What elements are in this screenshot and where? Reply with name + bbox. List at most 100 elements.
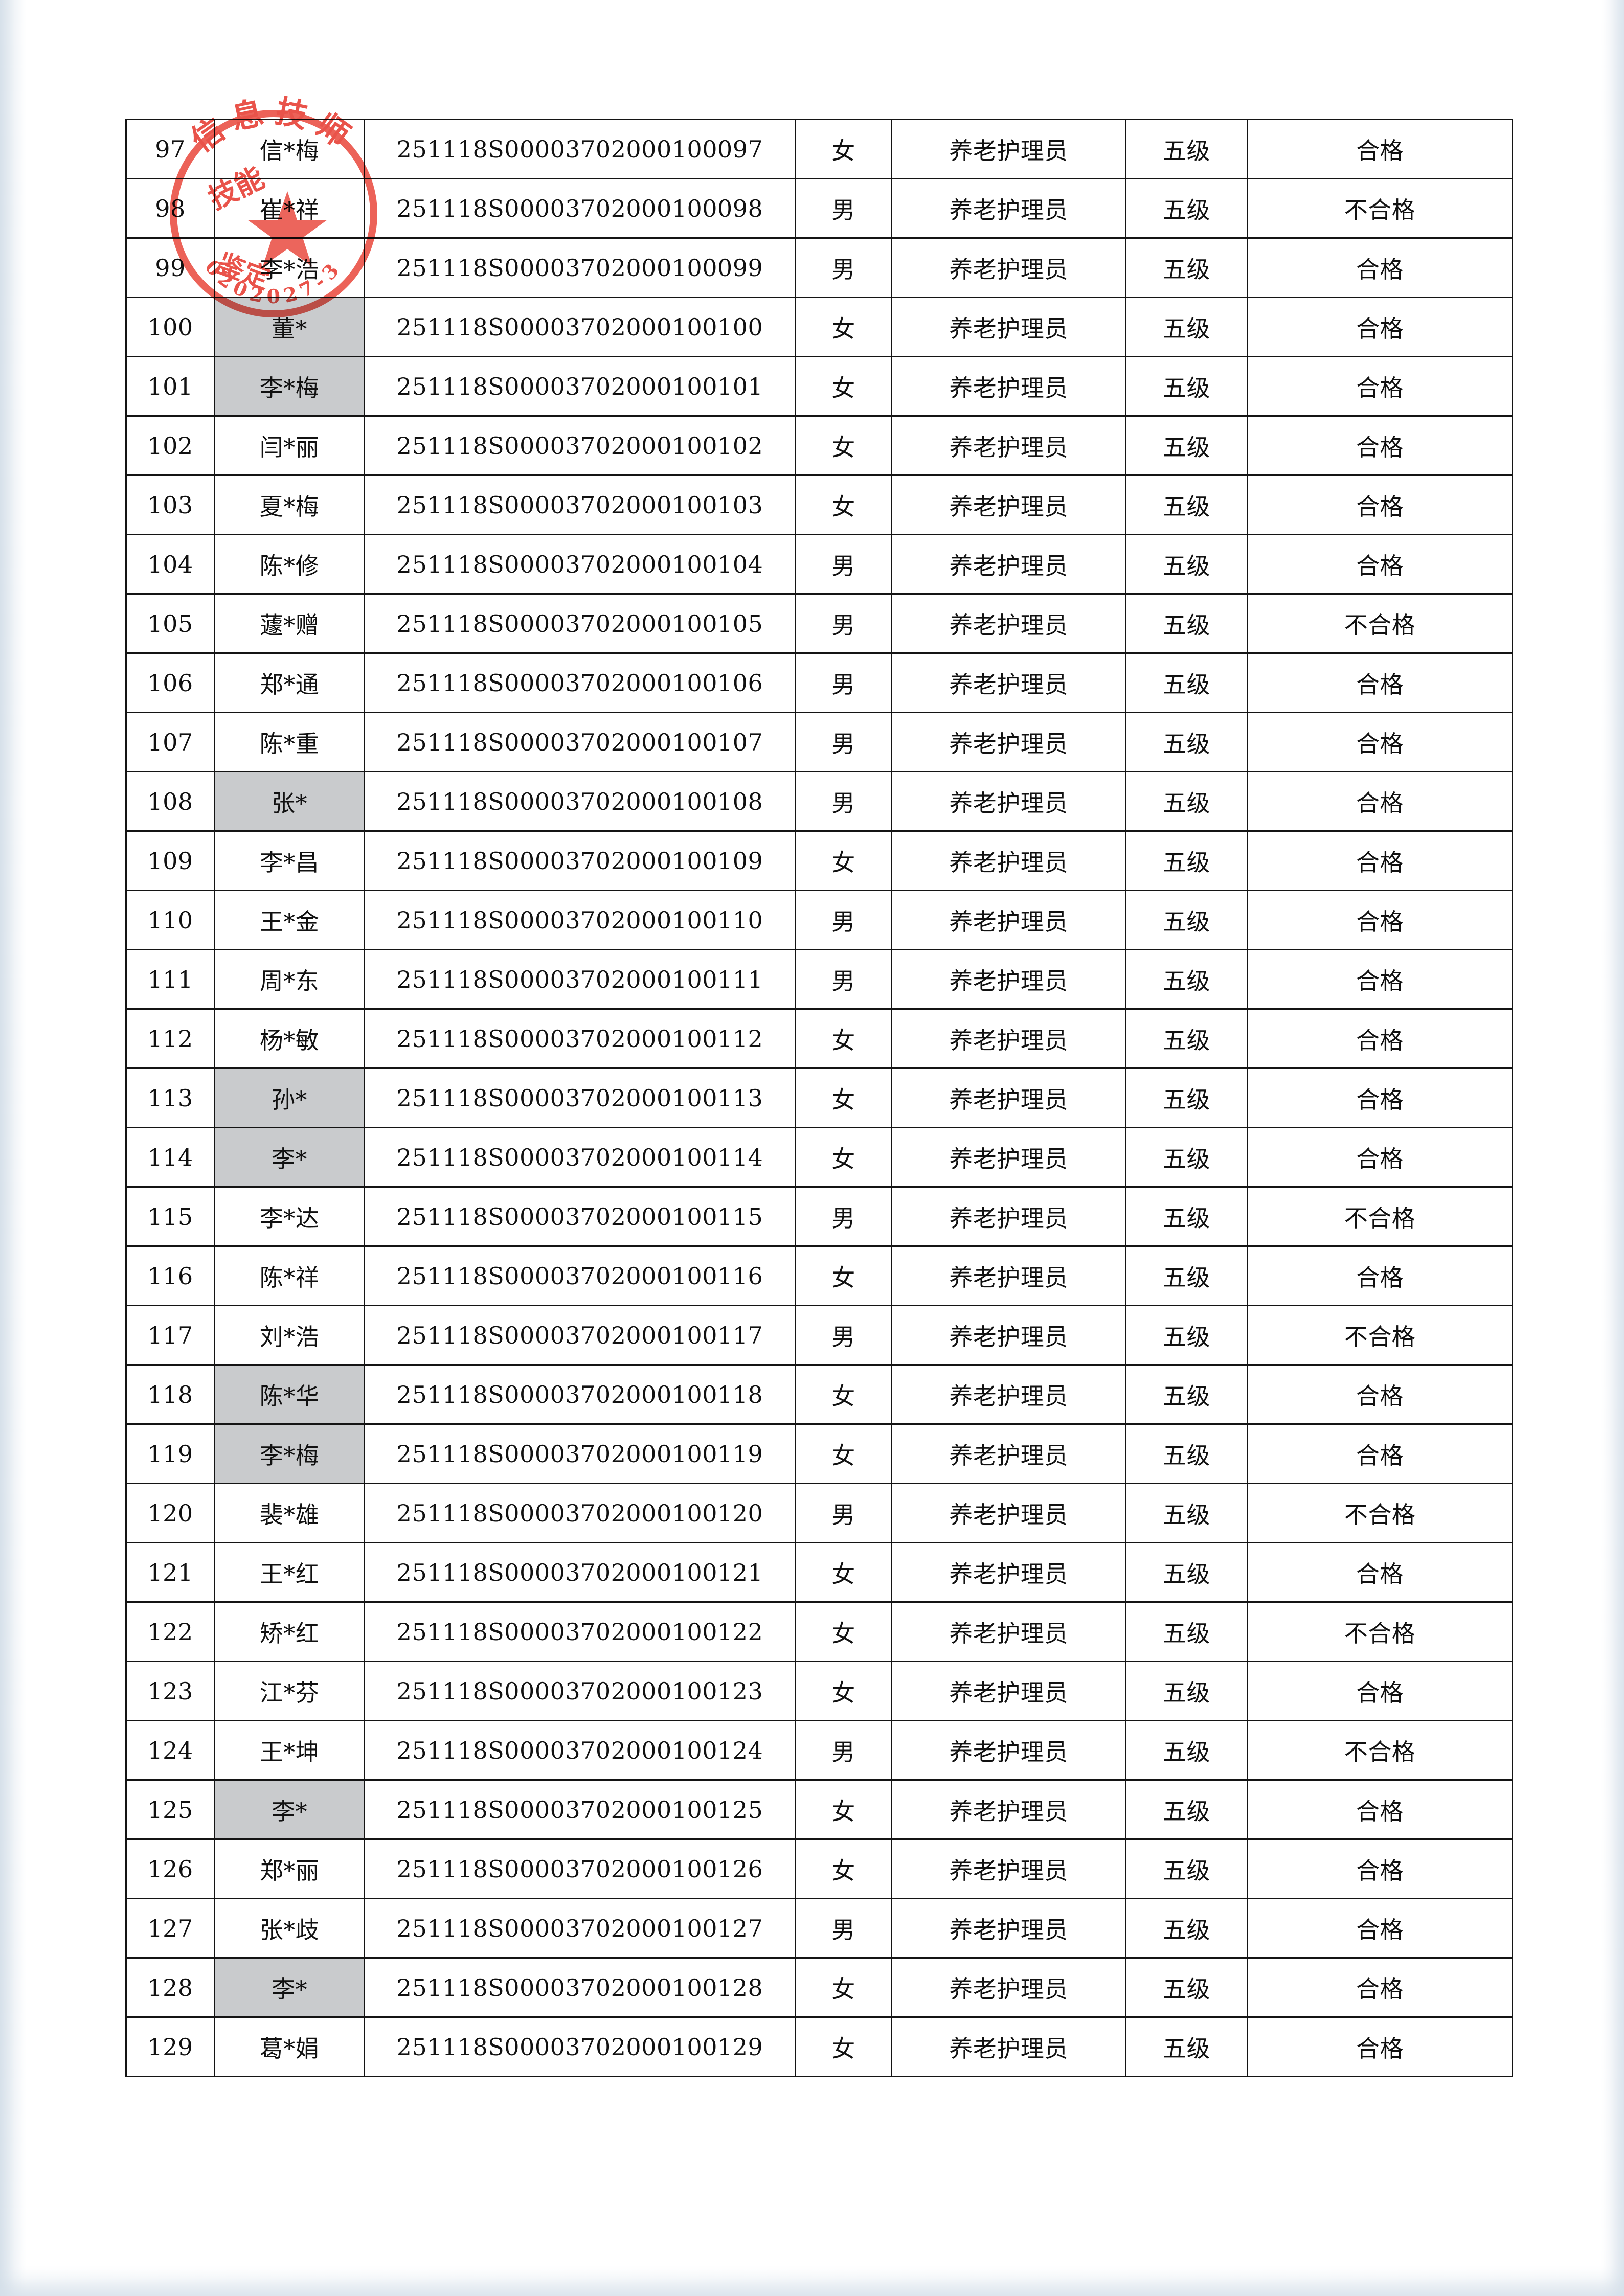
cell-occupation: 养老护理员 (891, 712, 1126, 772)
cell-occupation: 养老护理员 (891, 1483, 1126, 1543)
cell-certificate-id: 251118S00003702000100102 (364, 415, 796, 476)
cell-gender: 男 (795, 949, 892, 1010)
table-row: 102 闫*丽 251118S00003702000100102 女养老护理员 五级 合格 (125, 415, 1513, 476)
cell-gender: 男 (795, 534, 892, 595)
table-row: 123 江*芬 251118S00003702000100123 女养老护理员 五级 合格 (125, 1661, 1513, 1721)
table-row: 114 李* 251118S00003702000100114 女养老护理员 五级 合格 (125, 1127, 1513, 1188)
cell-certificate-id: 251118S00003702000100107 (364, 712, 796, 772)
cell-name: 陈*华 (214, 1364, 365, 1425)
cell-gender: 男 (795, 593, 892, 654)
page-edge-shadow-bottom (0, 2265, 1624, 2296)
cell-name: 陈*祥 (214, 1245, 365, 1306)
cell-gender: 女 (795, 1957, 892, 2018)
cell-certificate-id: 251118S00003702000100124 (364, 1720, 796, 1781)
cell-sequence-number: 114 (125, 1127, 215, 1188)
cell-name: 董* (214, 297, 365, 357)
cell-sequence-number: 125 (125, 1779, 215, 1840)
cell-gender: 女 (795, 1838, 892, 1899)
table-row: 110 王*金 251118S00003702000100110 男养老护理员 五级 合格 (125, 890, 1513, 950)
cell-occupation: 养老护理员 (891, 949, 1126, 1010)
cell-sequence-number: 121 (125, 1542, 215, 1603)
cell-result: 不合格 (1247, 1720, 1513, 1781)
table-row: 125 李* 251118S00003702000100125 女养老护理员 五级 合格 (125, 1779, 1513, 1840)
cell-certificate-id: 251118S00003702000100123 (364, 1661, 796, 1721)
table-row: 107 陈*重 251118S00003702000100107 男养老护理员 五级 合格 (125, 712, 1513, 772)
cell-level: 五级 (1125, 1186, 1248, 1247)
cell-sequence-number: 100 (125, 297, 215, 357)
cell-gender: 男 (795, 237, 892, 298)
table-row: 115 李*达 251118S00003702000100115 男养老护理员 五级 不合… (125, 1186, 1513, 1247)
cell-gender: 女 (795, 474, 892, 535)
cell-name: 王*金 (214, 890, 365, 950)
cell-level: 五级 (1125, 1838, 1248, 1899)
table-row: 116 陈*祥 251118S00003702000100116 女养老护理员 五级 合格 (125, 1245, 1513, 1306)
cell-level: 五级 (1125, 1305, 1248, 1366)
cell-result: 合格 (1247, 1008, 1513, 1069)
cell-level: 五级 (1125, 237, 1248, 298)
cell-name: 王*红 (214, 1542, 365, 1603)
cell-level: 五级 (1125, 890, 1248, 950)
cell-name: 李* (214, 1127, 365, 1188)
cell-gender: 男 (795, 178, 892, 239)
cell-occupation: 养老护理员 (891, 1720, 1126, 1781)
cell-certificate-id: 251118S00003702000100113 (364, 1067, 796, 1128)
table-row: 98 崔*祥 251118S00003702000100098 男养老护理员 五级 不合格 (125, 178, 1513, 239)
cell-result: 合格 (1247, 1423, 1513, 1484)
cell-result: 不合格 (1247, 1601, 1513, 1662)
cell-gender: 男 (795, 1186, 892, 1247)
certification-results-table: 97 信*梅 251118S00003702000100097 女养老护理员 五级 合格 9… (125, 119, 1513, 2077)
cell-level: 五级 (1125, 771, 1248, 832)
cell-sequence-number: 112 (125, 1008, 215, 1069)
cell-name: 江*芬 (214, 1661, 365, 1721)
cell-sequence-number: 118 (125, 1364, 215, 1425)
cell-occupation: 养老护理员 (891, 1127, 1126, 1188)
cell-level: 五级 (1125, 1127, 1248, 1188)
cell-occupation: 养老护理员 (891, 1661, 1126, 1721)
cell-name: 李*昌 (214, 830, 365, 891)
cell-result: 合格 (1247, 771, 1513, 832)
cell-result: 不合格 (1247, 178, 1513, 239)
cell-name: 周*东 (214, 949, 365, 1010)
cell-certificate-id: 251118S00003702000100111 (364, 949, 796, 1010)
cell-certificate-id: 251118S00003702000100117 (364, 1305, 796, 1366)
cell-result: 合格 (1247, 1779, 1513, 1840)
cell-level: 五级 (1125, 1661, 1248, 1721)
cell-sequence-number: 103 (125, 474, 215, 535)
cell-level: 五级 (1125, 1957, 1248, 2018)
cell-gender: 女 (795, 2016, 892, 2077)
cell-gender: 女 (795, 1008, 892, 1069)
table-row: 97 信*梅 251118S00003702000100097 女养老护理员 五级 合格 (125, 119, 1513, 179)
cell-occupation: 养老护理员 (891, 119, 1126, 179)
cell-occupation: 养老护理员 (891, 297, 1126, 357)
cell-occupation: 养老护理员 (891, 1008, 1126, 1069)
cell-name: 崔*祥 (214, 178, 365, 239)
cell-certificate-id: 251118S00003702000100129 (364, 2016, 796, 2077)
cell-certificate-id: 251118S00003702000100100 (364, 297, 796, 357)
cell-gender: 男 (795, 1720, 892, 1781)
cell-certificate-id: 251118S00003702000100098 (364, 178, 796, 239)
cell-gender: 女 (795, 1542, 892, 1603)
cell-level: 五级 (1125, 1898, 1248, 1959)
cell-result: 合格 (1247, 534, 1513, 595)
cell-name: 郑*通 (214, 652, 365, 713)
cell-occupation: 养老护理员 (891, 830, 1126, 891)
cell-certificate-id: 251118S00003702000100106 (364, 652, 796, 713)
cell-gender: 女 (795, 119, 892, 179)
cell-result: 合格 (1247, 949, 1513, 1010)
cell-gender: 女 (795, 1779, 892, 1840)
cell-sequence-number: 123 (125, 1661, 215, 1721)
cell-sequence-number: 105 (125, 593, 215, 654)
cell-result: 合格 (1247, 652, 1513, 713)
cell-sequence-number: 126 (125, 1838, 215, 1899)
cell-sequence-number: 101 (125, 356, 215, 417)
cell-level: 五级 (1125, 1423, 1248, 1484)
cell-result: 合格 (1247, 712, 1513, 772)
cell-occupation: 养老护理员 (891, 2016, 1126, 2077)
cell-name: 孙* (214, 1067, 365, 1128)
table-row: 119 李*梅 251118S00003702000100119 女养老护理员 五级 合格 (125, 1423, 1513, 1484)
cell-result: 合格 (1247, 415, 1513, 476)
cell-name: 李*梅 (214, 1423, 365, 1484)
cell-result: 合格 (1247, 2016, 1513, 2077)
cell-sequence-number: 106 (125, 652, 215, 713)
